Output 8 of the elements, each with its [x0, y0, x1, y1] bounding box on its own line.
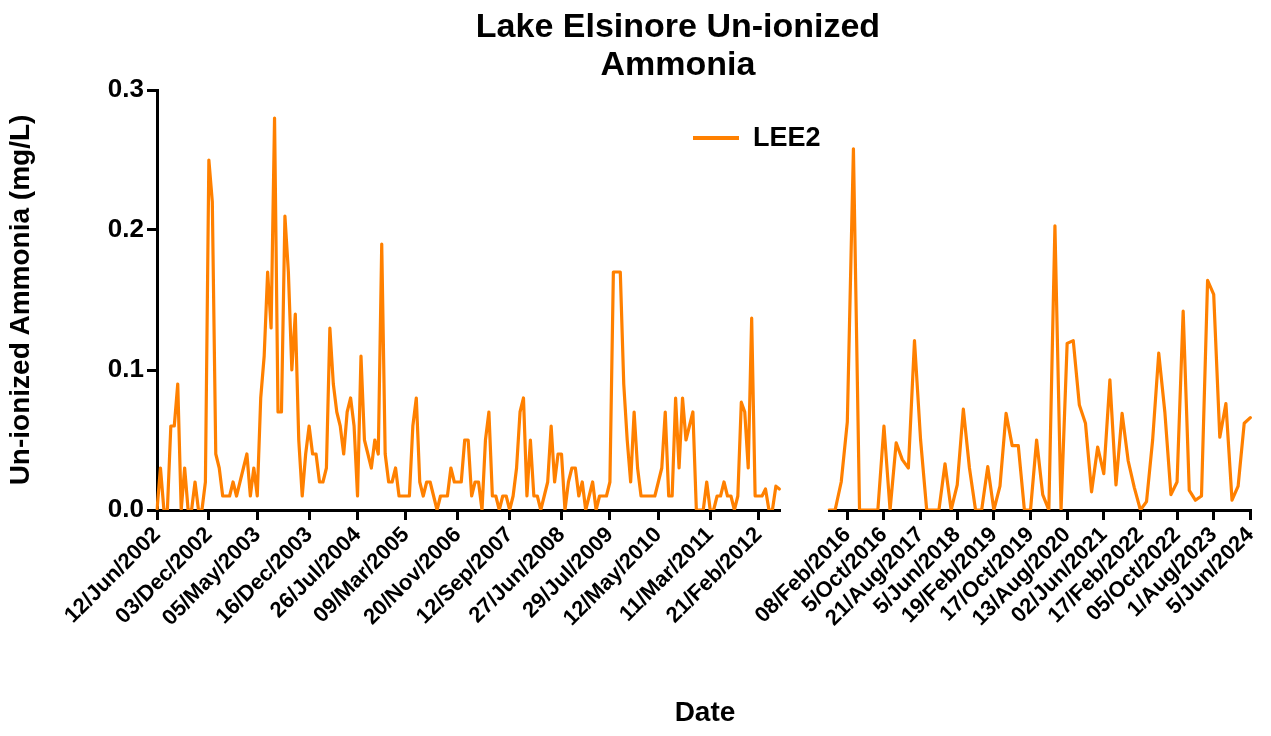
chart-title: Lake Elsinore Un-ionized Ammonia	[474, 6, 882, 82]
y-tick-label: 0.2	[107, 213, 144, 244]
legend-label: LEE2	[753, 122, 821, 153]
y-tick-label: 0.1	[107, 353, 144, 384]
x-axis-title: Date	[673, 696, 737, 728]
y-tick-label: 0.0	[107, 493, 144, 524]
y-axis-title: Un-ionized Ammonia (mg/L)	[3, 114, 35, 486]
y-tick-label: 0.3	[107, 73, 144, 104]
